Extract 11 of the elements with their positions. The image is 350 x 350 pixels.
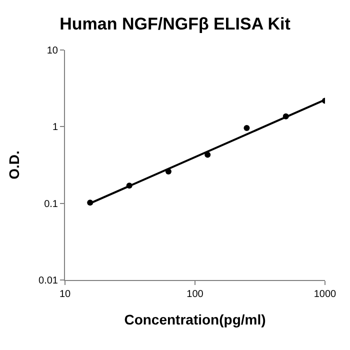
y-tick-label: 0.1	[44, 198, 58, 210]
x-tick-label: 100	[186, 289, 204, 300]
y-tick-label: 1	[52, 122, 58, 134]
y-axis-title: O.D.	[6, 150, 22, 180]
x-tick-label: 1000	[314, 289, 337, 300]
y-tick-label: 0.01	[38, 276, 58, 286]
x-axis-title: Concentration(pg/ml)	[124, 311, 266, 328]
chart-title: Human NGF/NGFβ ELISA Kit	[60, 14, 291, 34]
x-tick-label: 10	[59, 289, 71, 300]
y-tick-label: 10	[46, 46, 58, 56]
point	[244, 125, 250, 132]
